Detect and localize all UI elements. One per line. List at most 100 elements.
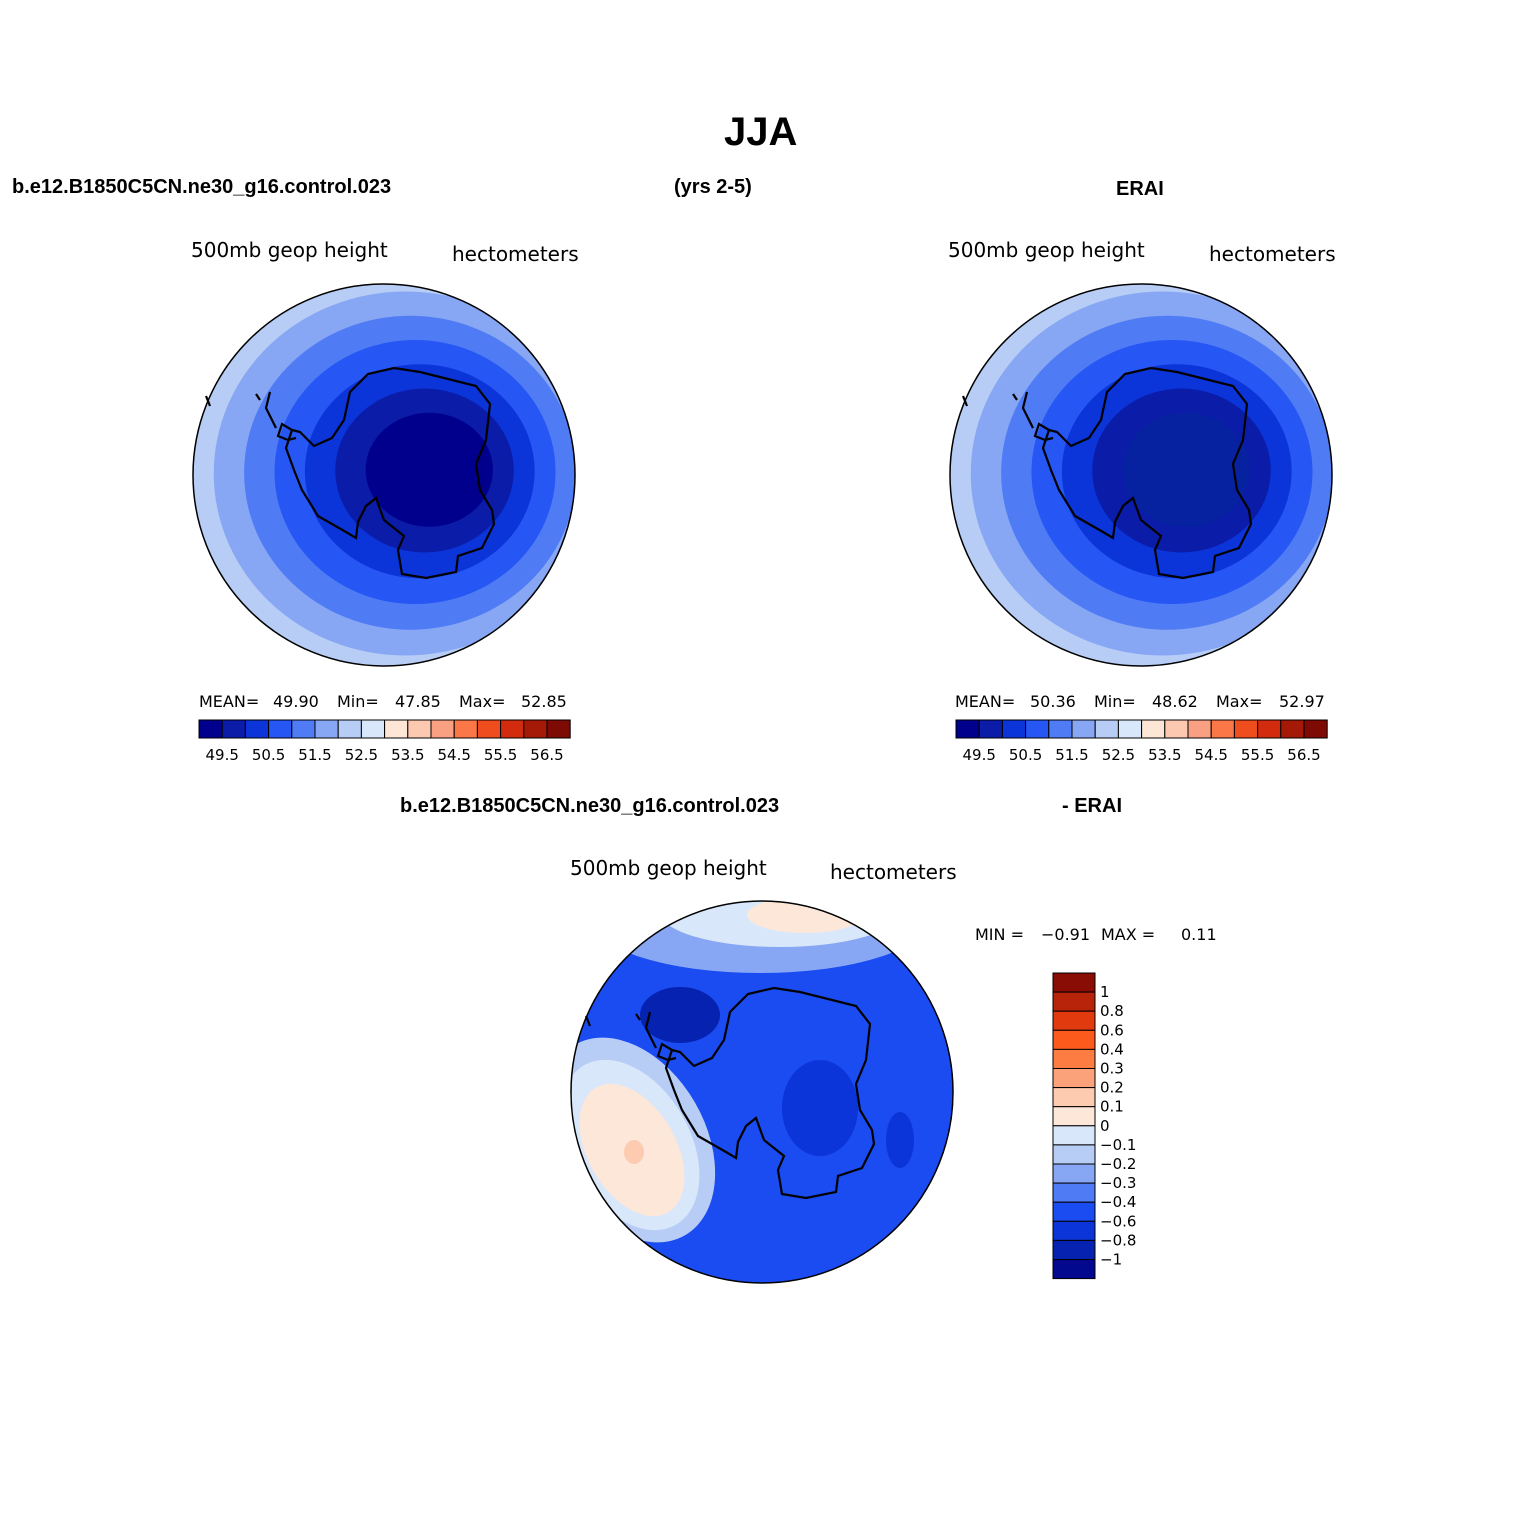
difference-map-border [570,900,954,1284]
model-colorbar-swatch [221,719,246,739]
difference-colorbar-swatch [1052,991,1096,1012]
erai-colorbar-swatch [1303,719,1328,739]
erai-colorbar-tick-label: 53.5 [1148,746,1181,764]
model-contour-7 [365,412,493,527]
difference-colorbar-tick-label: 0.1 [1100,1098,1124,1116]
erai-colorbar-swatch [1187,719,1212,739]
erai-units-label: hectometers [1209,242,1336,266]
difference-colorbar-swatch [1052,1201,1096,1222]
difference-colorbar-swatch [1052,1144,1096,1165]
difference-colorbar-tick-label: −0.8 [1100,1231,1136,1249]
model-colorbar-swatch [546,719,571,739]
diff-negative-east [886,1112,914,1168]
model-colorbar-tick-label: 49.5 [205,746,238,764]
difference-map [571,901,953,1283]
erai-colorbar-swatch [1257,719,1282,739]
difference-colorbar-swatch [1052,1220,1096,1241]
difference-colorbar-swatch [1052,1125,1096,1146]
erai-max-value: 52.97 [1279,692,1325,711]
model-colorbar-swatch [337,719,362,739]
diff-max-value: 0.11 [1181,925,1217,944]
diff-header-left: b.e12.B1850C5CN.ne30_g16.control.023 [400,795,780,817]
model-mean-value: 49.90 [273,692,319,711]
model-map [193,284,575,666]
model-coastline [284,366,496,580]
erai-min-label: Min= [1094,692,1136,711]
model-colorbar-tick-label: 51.5 [298,746,331,764]
model-colorbar-tick-label: 55.5 [484,746,517,764]
diff-negative-west [640,987,720,1043]
difference-colorbar-swatch [1052,1029,1096,1050]
diff-north-core [747,901,863,933]
model-colorbar-tick-label: 52.5 [345,746,378,764]
model-colorbar-tick-label: 54.5 [437,746,470,764]
model-variable-label: 500mb geop height [191,238,388,262]
model-colorbar-swatch [198,719,223,739]
difference-colorbar-tick-label: −0.4 [1100,1193,1136,1211]
erai-colorbar-swatch [1210,719,1235,739]
model-colorbar-tick-label: 56.5 [530,746,563,764]
model-colorbar-swatch [476,719,502,739]
difference-colorbar-tick-label: −1 [1100,1251,1122,1269]
difference-colorbar-tick-label: −0.1 [1100,1136,1136,1154]
difference-colorbar-tick-label: 0.8 [1100,1002,1124,1020]
difference-colorbar-tick-label: 0.4 [1100,1040,1124,1058]
erai-colorbar-swatch [955,719,980,739]
difference-colorbar-swatch [1052,1087,1096,1108]
erai-min-value: 48.62 [1152,692,1198,711]
erai-colorbar-swatch [1071,719,1096,739]
erai-colorbar-swatch [1094,719,1119,739]
model-colorbar-swatch [314,719,339,739]
erai-colorbar-swatch [1117,719,1143,739]
difference-colorbar-swatch [1052,1068,1096,1089]
erai-colorbar-tick-label: 52.5 [1102,746,1135,764]
diff-negative-center [782,1060,858,1156]
difference-colorbar-tick-label: −0.3 [1100,1174,1136,1192]
difference-colorbar-swatch [1052,1163,1096,1184]
difference-colorbar-swatch [1052,1182,1096,1203]
erai-colorbar-swatch [1048,719,1073,739]
erai-colorbar-swatch [1164,719,1189,739]
erai-colorbar-tick-label: 55.5 [1241,746,1274,764]
erai-colorbar-swatch [1025,719,1050,739]
model-colorbar-tick-label: 50.5 [252,746,285,764]
erai-mean-label: MEAN= [955,692,1016,711]
model-peninsula [204,391,297,442]
model-colorbar-swatch [407,719,432,739]
erai-contour-7 [1122,412,1250,527]
erai-colorbar-tick-label: 49.5 [962,746,995,764]
difference-colorbar-tick-label: 0.6 [1100,1021,1124,1039]
difference-colorbar-swatch [1052,1048,1096,1070]
diff-positive-west-core [624,1140,644,1164]
model-colorbar-swatch [453,719,478,739]
model-colorbar-tick-label: 53.5 [391,746,424,764]
difference-colorbar-tick-label: 0.3 [1100,1060,1124,1078]
erai-colorbar-tick-label: 54.5 [1194,746,1227,764]
erai-colorbar-swatch [1001,719,1027,739]
erai-colorbar-swatch [1280,719,1305,739]
erai-coastline [1041,366,1253,580]
diff-max-label: MAX = [1101,925,1156,944]
erai-colorbar: 49.5 50.5 51.5 52.5 53.5 54.5 55.5 56.5 [955,719,1328,764]
erai-colorbar-tick-label: 50.5 [1009,746,1042,764]
erai-mean-value: 50.36 [1030,692,1076,711]
erai-max-label: Max= [1216,692,1263,711]
difference-colorbar-tick-label: −0.6 [1100,1212,1136,1230]
model-map-border [192,283,576,667]
model-colorbar-swatch [384,719,409,739]
model-mean-label: MEAN= [199,692,260,711]
difference-colorbar: 10.80.60.4 0.30.20.10−0.1−0.2−0.3−0.4−0.6… [1052,972,1136,1280]
difference-colorbar-swatch [1052,1239,1096,1261]
header-right: ERAI [1116,178,1164,200]
header-left: b.e12.B1850C5CN.ne30_g16.control.023 [12,176,392,198]
model-colorbar-swatch [523,719,548,739]
model-min-value: 47.85 [395,692,441,711]
difference-colorbar-tick-label: 0 [1100,1117,1110,1135]
erai-map [950,284,1332,666]
diff-min-value: −0.91 [1041,925,1091,944]
diff-units-label: hectometers [830,860,957,884]
model-colorbar-swatch [291,719,316,739]
model-units-label: hectometers [452,242,579,266]
erai-peninsula [961,391,1054,442]
